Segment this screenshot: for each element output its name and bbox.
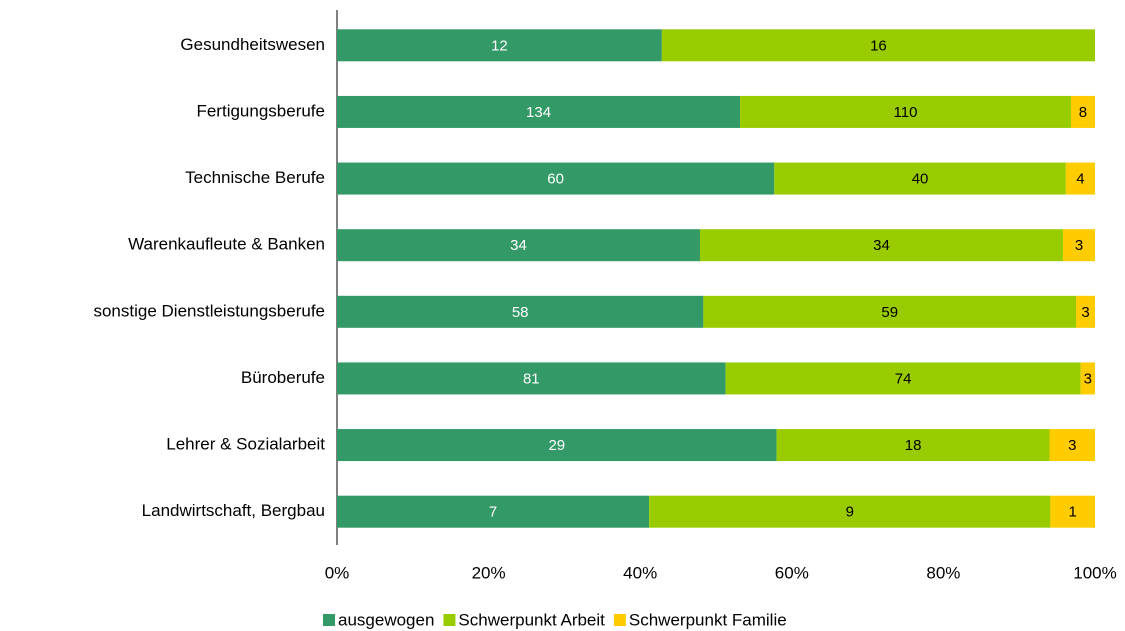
legend-label: Schwerpunkt Familie (629, 610, 787, 629)
data-label: 59 (881, 304, 898, 321)
bar-segment (337, 429, 777, 462)
x-tick-label: 80% (926, 563, 960, 582)
y-tick-label: Fertigungsberufe (196, 101, 325, 120)
x-tick-label: 20% (472, 563, 506, 582)
data-label: 58 (512, 304, 529, 321)
bar-segment (1065, 162, 1095, 195)
data-label: 60 (547, 171, 564, 188)
data-label: 29 (548, 437, 565, 454)
y-tick-label: Gesundheitswesen (180, 35, 325, 54)
data-label: 40 (912, 171, 929, 188)
bar-segment (337, 29, 662, 62)
bar-segment (1080, 362, 1095, 395)
data-label: 7 (489, 504, 497, 521)
data-label: 110 (894, 104, 918, 121)
data-label: 18 (905, 437, 922, 454)
data-label: 34 (510, 237, 527, 254)
y-tick-label: Technische Berufe (185, 168, 325, 187)
bar-segment (1076, 295, 1095, 328)
data-label: 1 (1069, 504, 1077, 521)
y-tick-label: Landwirtschaft, Bergbau (142, 501, 325, 520)
bar-segment (337, 229, 700, 262)
data-label: 16 (870, 37, 887, 54)
data-label: 3 (1068, 437, 1076, 454)
data-label: 74 (895, 370, 912, 387)
bar-segment (337, 495, 650, 528)
x-tick-label: 0% (325, 563, 350, 582)
data-label: 4 (1076, 171, 1084, 188)
bar-segment (776, 429, 1050, 462)
data-label: 3 (1075, 237, 1083, 254)
legend-swatch (443, 614, 456, 626)
y-tick-label: Warenkaufleute & Banken (128, 235, 325, 254)
x-tick-label: 100% (1073, 563, 1116, 582)
y-tick-label: Lehrer & Sozialarbeit (166, 435, 325, 454)
bar-segment (1049, 429, 1095, 462)
legend-label: Schwerpunkt Arbeit (458, 610, 605, 629)
x-tick-label: 40% (623, 563, 657, 582)
data-label: 34 (873, 237, 890, 254)
data-label: 12 (491, 37, 508, 54)
bar-segment (337, 95, 741, 128)
bar-segment (649, 495, 1051, 528)
bar-segment (337, 362, 726, 395)
y-tick-label: sonstige Dienstleistungsberufe (93, 301, 325, 320)
data-label: 3 (1084, 370, 1092, 387)
bar-segment (661, 29, 1095, 62)
bar-segment (1062, 229, 1095, 262)
data-label: 134 (526, 104, 551, 121)
bar-segment (699, 229, 1063, 262)
bar-segment (725, 362, 1081, 395)
data-label: 9 (846, 504, 854, 521)
data-label: 3 (1081, 304, 1089, 321)
x-tick-label: 60% (775, 563, 809, 582)
data-label: 8 (1079, 104, 1087, 121)
bar-segment (1050, 495, 1095, 528)
bar-segment (1070, 95, 1095, 128)
bar-segment (703, 295, 1077, 328)
legend-swatch (323, 614, 335, 626)
y-tick-label: Büroberufe (241, 368, 325, 387)
bar-segment (740, 95, 1071, 128)
legend-label: ausgewogen (338, 610, 434, 629)
bar-segment (337, 162, 775, 195)
bar-segment (337, 295, 704, 328)
data-label: 81 (523, 370, 540, 387)
legend-swatch (613, 614, 626, 626)
bar-segment (774, 162, 1066, 195)
